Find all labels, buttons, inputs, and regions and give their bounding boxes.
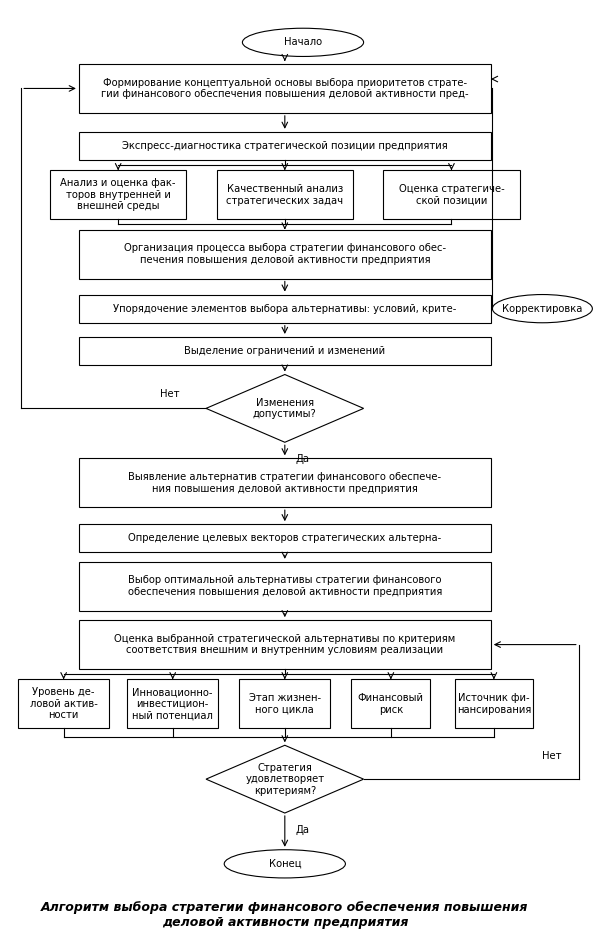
Text: Да: Да: [296, 825, 310, 835]
FancyBboxPatch shape: [351, 679, 430, 728]
FancyBboxPatch shape: [18, 679, 109, 728]
Text: Изменения
допустимы?: Изменения допустимы?: [253, 398, 317, 419]
Text: Алгоритм выбора стратегии финансового обеспечения повышения
деловой активности п: Алгоритм выбора стратегии финансового об…: [41, 901, 528, 929]
FancyBboxPatch shape: [217, 170, 353, 219]
Ellipse shape: [242, 28, 364, 56]
Text: Да: Да: [296, 455, 310, 464]
Text: Анализ и оценка фак-
торов внутренней и
внешней среды: Анализ и оценка фак- торов внутренней и …: [61, 178, 176, 212]
Text: Инновационно-
инвестицион-
ный потенциал: Инновационно- инвестицион- ный потенциал: [132, 687, 213, 721]
FancyBboxPatch shape: [50, 170, 187, 219]
FancyBboxPatch shape: [79, 337, 491, 365]
FancyBboxPatch shape: [383, 170, 519, 219]
FancyBboxPatch shape: [79, 458, 491, 507]
Text: Конец: Конец: [268, 859, 301, 869]
FancyBboxPatch shape: [127, 679, 218, 728]
Text: Экспресс-диагностика стратегической позиции предприятия: Экспресс-диагностика стратегической пози…: [122, 141, 448, 151]
FancyBboxPatch shape: [79, 132, 491, 160]
Text: Качественный анализ
стратегических задач: Качественный анализ стратегических задач: [226, 184, 344, 205]
Text: Корректировка: Корректировка: [502, 304, 582, 313]
Text: Начало: Начало: [284, 38, 322, 47]
Text: Оценка стратегиче-
ской позиции: Оценка стратегиче- ской позиции: [399, 184, 504, 205]
Text: Источник фи-
нансирования: Источник фи- нансирования: [457, 694, 531, 714]
Text: Выявление альтернатив стратегии финансового обеспече-
ния повышения деловой акти: Выявление альтернатив стратегии финансов…: [128, 472, 441, 493]
Text: Этап жизнен-
ного цикла: Этап жизнен- ного цикла: [248, 694, 321, 714]
FancyBboxPatch shape: [239, 679, 330, 728]
Text: Выбор оптимальной альтернативы стратегии финансового
обеспечения повышения делов: Выбор оптимальной альтернативы стратегии…: [128, 576, 442, 597]
FancyBboxPatch shape: [79, 230, 491, 279]
Text: Финансовый
риск: Финансовый риск: [358, 694, 424, 714]
Ellipse shape: [224, 850, 345, 878]
Text: Уровень де-
ловой актив-
ности: Уровень де- ловой актив- ности: [30, 687, 98, 721]
Text: Стратегия
удовлетворяет
критериям?: Стратегия удовлетворяет критериям?: [245, 762, 324, 796]
FancyBboxPatch shape: [79, 562, 491, 611]
Text: Нет: Нет: [160, 390, 179, 399]
Polygon shape: [206, 375, 364, 442]
FancyBboxPatch shape: [79, 620, 491, 669]
Text: Оценка выбранной стратегической альтернативы по критериям
соответствия внешним и: Оценка выбранной стратегической альтерна…: [114, 634, 456, 655]
Text: Формирование концептуальной основы выбора приоритетов страте-
гии финансового об: Формирование концептуальной основы выбор…: [101, 78, 468, 99]
FancyBboxPatch shape: [454, 679, 533, 728]
Text: Нет: Нет: [542, 751, 561, 760]
Text: Упорядочение элементов выбора альтернативы: условий, крите-: Упорядочение элементов выбора альтернати…: [113, 304, 456, 313]
Ellipse shape: [492, 295, 593, 323]
FancyBboxPatch shape: [79, 64, 491, 113]
FancyBboxPatch shape: [79, 295, 491, 323]
Text: Организация процесса выбора стратегии финансового обес-
печения повышения делово: Организация процесса выбора стратегии фи…: [124, 244, 446, 264]
Polygon shape: [206, 745, 364, 813]
FancyBboxPatch shape: [79, 524, 491, 552]
Text: Определение целевых векторов стратегических альтерна-: Определение целевых векторов стратегичес…: [128, 534, 441, 543]
Text: Выделение ограничений и изменений: Выделение ограничений и изменений: [184, 346, 385, 356]
